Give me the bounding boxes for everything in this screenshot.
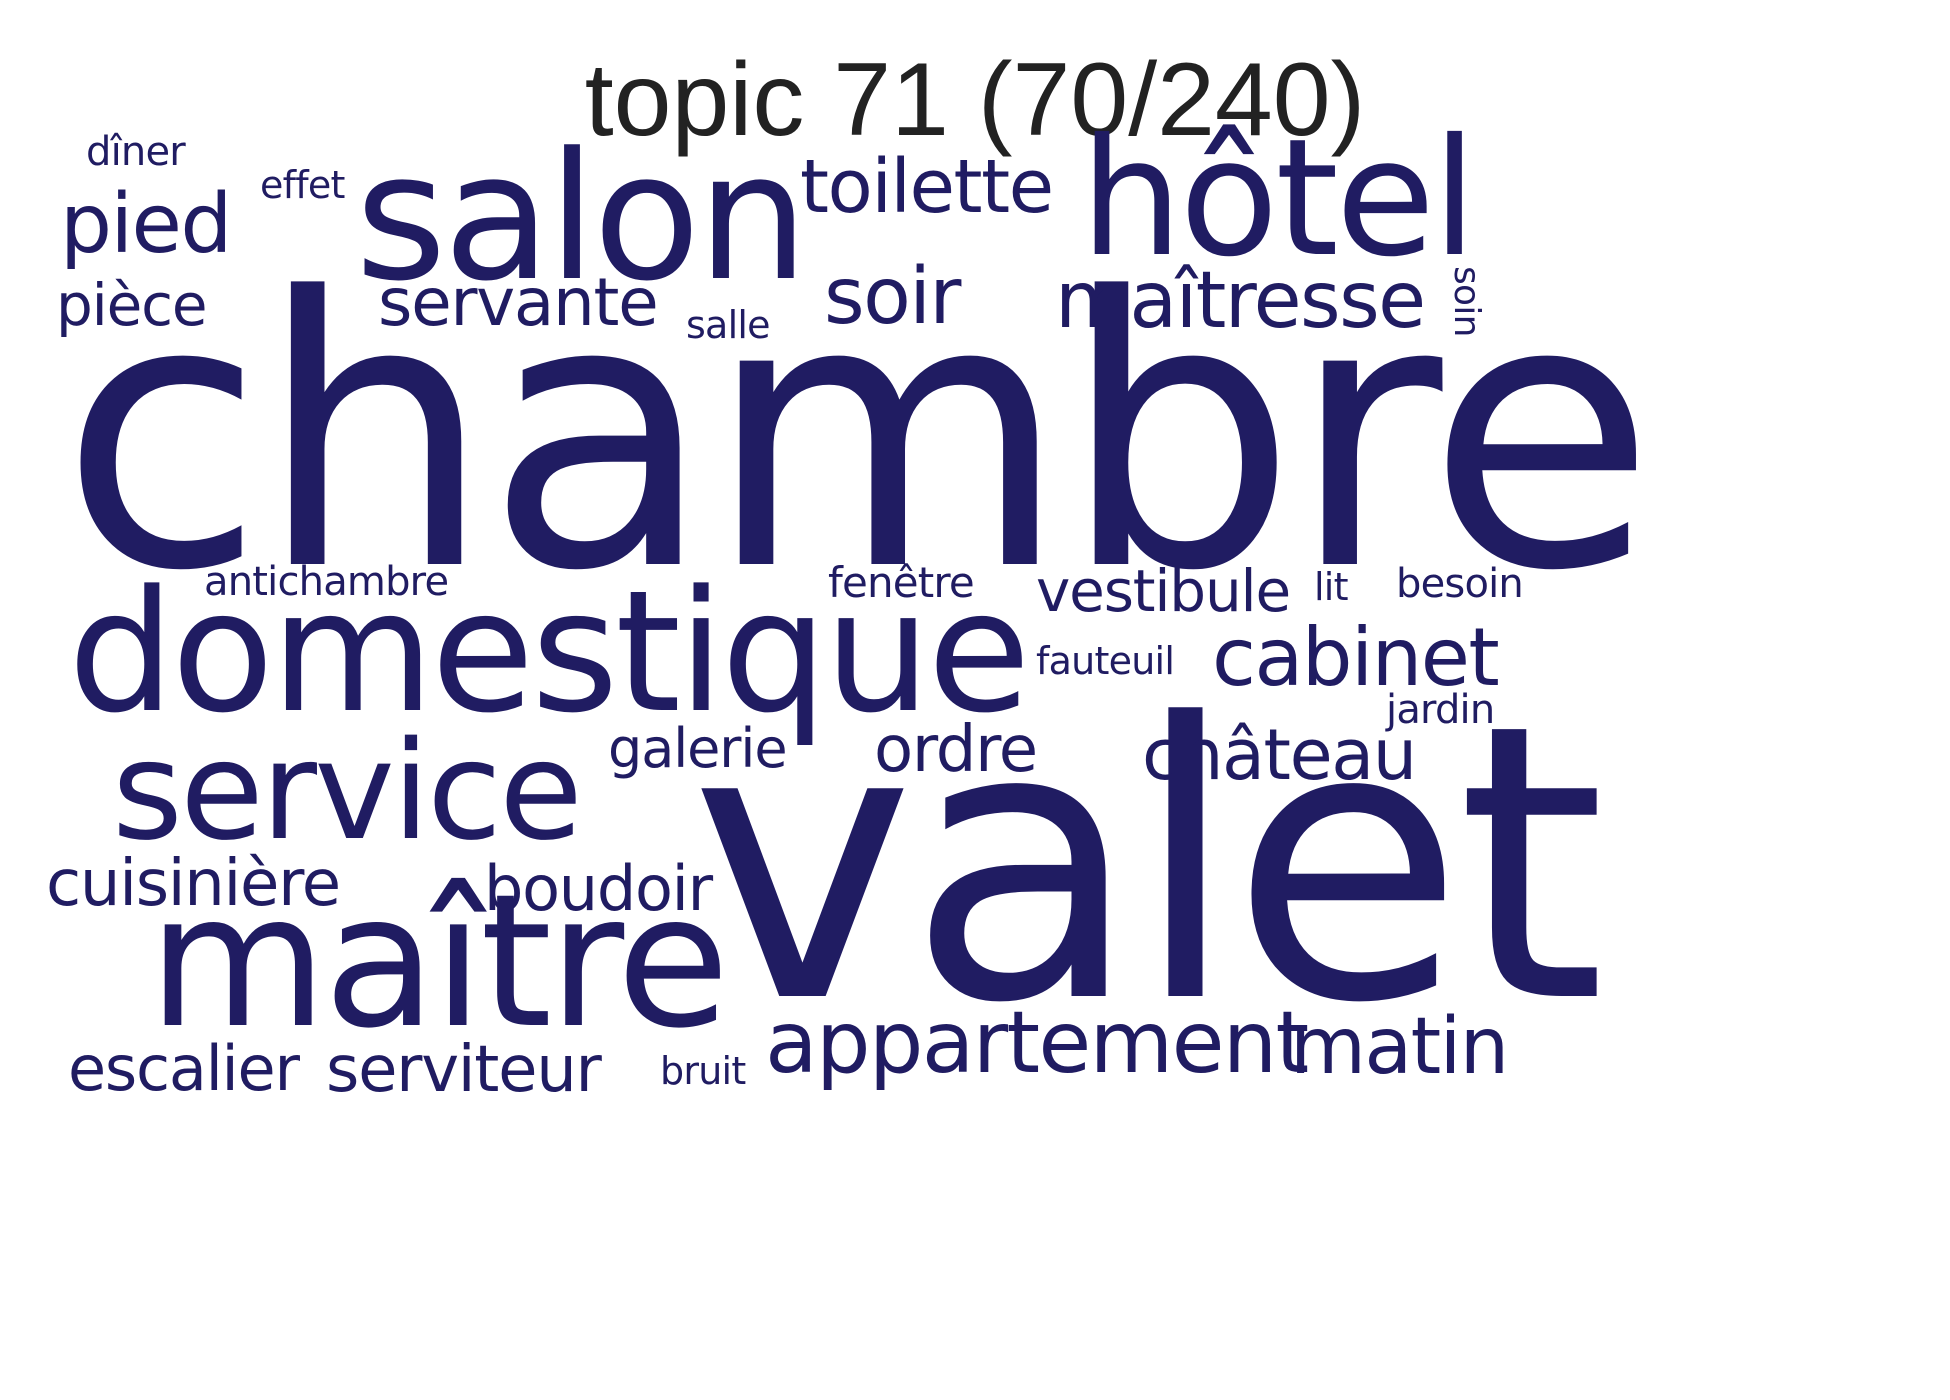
word-cuisiniere: cuisinière [46, 847, 341, 921]
word-chambre: chambre [60, 219, 1656, 652]
word-domestique: domestique [68, 554, 1031, 750]
word-bruit: bruit [660, 1049, 746, 1093]
word-diner: dîner [86, 129, 186, 175]
word-serviteur: serviteur [326, 1033, 602, 1107]
word-galerie: galerie [608, 717, 788, 780]
word-piece: pièce [56, 271, 208, 339]
word-ordre: ordre [874, 713, 1038, 787]
word-fauteuil: fauteuil [1036, 639, 1175, 683]
word-soin: soin [1446, 266, 1487, 337]
word-vestibule: vestibule [1036, 557, 1291, 625]
word-soir: soir [824, 252, 961, 342]
word-toilette: toilette [800, 144, 1054, 230]
word-maitresse: maîtresse [1055, 256, 1426, 346]
word-jardin: jardin [1386, 687, 1495, 733]
word-boudoir: boudoir [484, 852, 713, 925]
word-service: service [112, 713, 583, 871]
word-salon: salon [355, 115, 809, 320]
word-appartement: appartement [765, 993, 1309, 1093]
word-fenetre: fenêtre [828, 558, 975, 607]
word-valet: valet [690, 643, 1606, 1086]
word-besoin: besoin [1396, 561, 1524, 607]
word-escalier: escalier [68, 1032, 300, 1105]
word-pied: pied [60, 177, 232, 272]
word-chateau: château [1142, 714, 1417, 796]
word-hotel: hôtel [1080, 105, 1477, 293]
word-maitre: maître [148, 855, 730, 1069]
chart-title: topic 71 (70/240) [584, 42, 1366, 158]
word-cabinet: cabinet [1212, 611, 1500, 704]
word-effet: effet [260, 163, 345, 207]
word-matin: matin [1290, 1002, 1509, 1092]
word-antichambre: antichambre [204, 559, 449, 605]
word-salle: salle [686, 303, 771, 347]
word-servante: servante [378, 264, 659, 341]
word-lit: lit [1314, 565, 1349, 609]
